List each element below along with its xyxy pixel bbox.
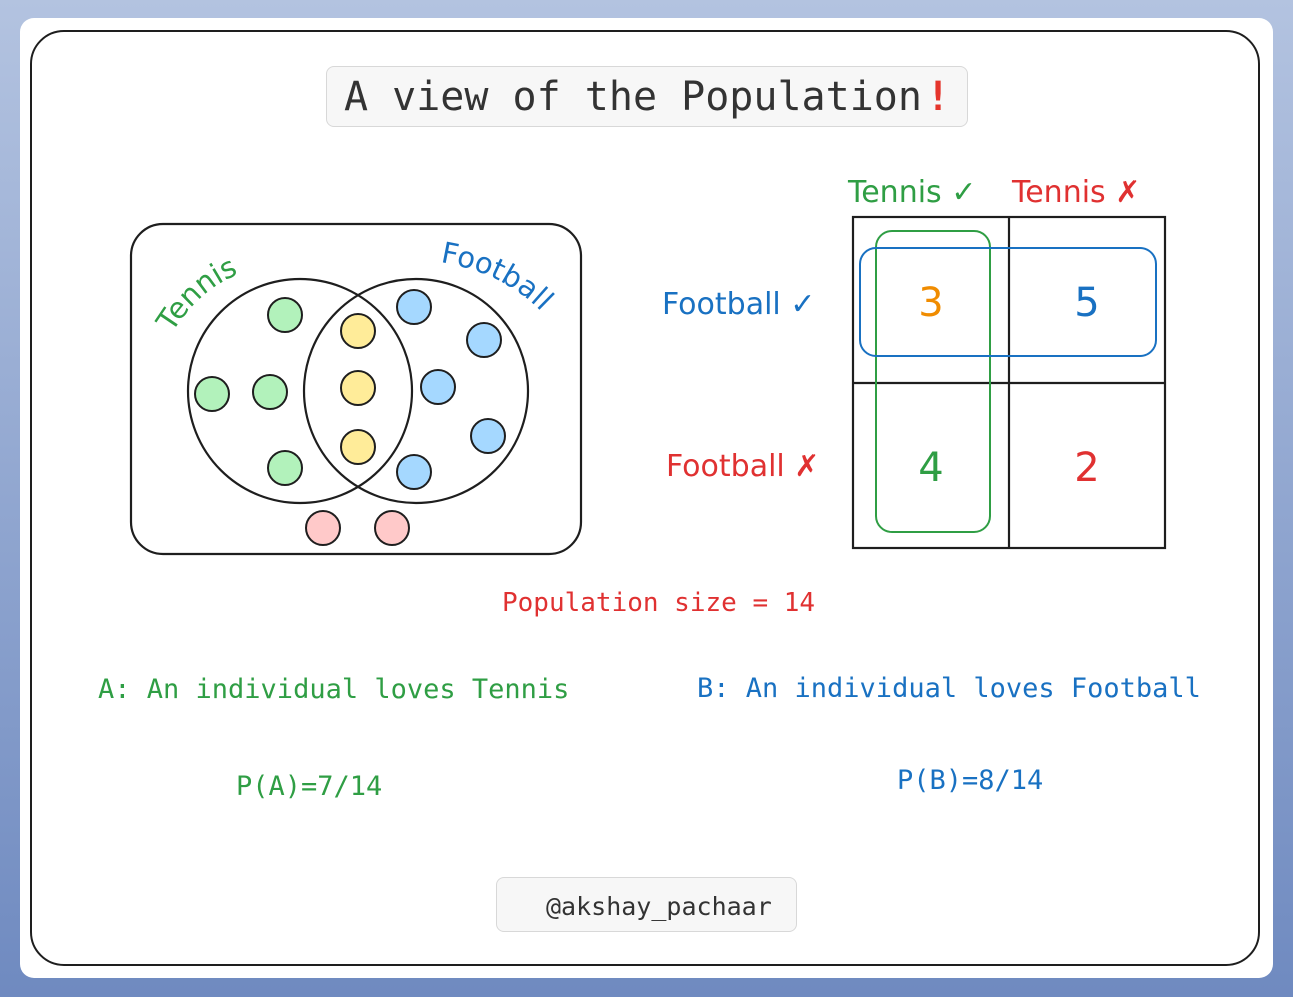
neither-dot <box>374 510 410 546</box>
football-dot <box>466 322 502 358</box>
venn-circle-football <box>302 277 530 505</box>
cell-notennis-football: 5 <box>1074 280 1099 326</box>
venn-label-football: Football <box>439 235 560 316</box>
tennis-dot <box>267 297 303 333</box>
author-credit-box <box>496 877 797 932</box>
cell-notennis-nofootball: 2 <box>1074 445 1099 491</box>
page-title: A view of the Population <box>343 73 922 120</box>
col-header-tennis-no: Tennis ✗ <box>1011 175 1140 210</box>
football-dot <box>396 454 432 490</box>
probability-b: P(B)=8/14 <box>897 765 1044 796</box>
cell-tennis-football: 3 <box>918 280 943 326</box>
football-row-highlight <box>859 247 1157 357</box>
row-header-football-yes: Football ✓ <box>662 287 815 322</box>
col-header-tennis-yes: Tennis ✓ <box>847 175 976 210</box>
tennis-only-dots <box>194 297 303 486</box>
venn-circle-tennis <box>186 277 414 505</box>
event-a-description: A: An individual loves Tennis <box>98 674 570 705</box>
event-b-description: B: An individual loves Football <box>697 673 1201 704</box>
venn-universe-box <box>129 222 583 556</box>
tennis-column-highlight <box>875 230 991 533</box>
exclamation-mark: ! <box>925 73 951 120</box>
both-dot <box>340 370 376 406</box>
both-dot <box>340 313 376 349</box>
tennis-dot <box>267 450 303 486</box>
neither-dot <box>305 510 341 546</box>
both-dot <box>340 429 376 465</box>
contingency-table-grid <box>851 215 1167 550</box>
neither-dots <box>305 510 410 546</box>
probability-a: P(A)=7/14 <box>236 771 383 802</box>
card-background <box>20 18 1273 978</box>
football-dot <box>420 369 456 405</box>
tennis-dot <box>194 376 230 412</box>
cell-tennis-nofootball: 4 <box>918 445 943 491</box>
title-box: A view of the Population! <box>326 66 968 127</box>
venn-label-tennis: Tennis <box>149 249 242 337</box>
both-dots <box>340 313 376 465</box>
row-header-football-no: Football ✗ <box>666 449 819 484</box>
football-dot <box>470 418 506 454</box>
tennis-dot <box>252 374 288 410</box>
population-size-text: Population size = 14 <box>502 588 816 618</box>
football-dot <box>396 289 432 325</box>
football-only-dots <box>396 289 506 490</box>
diagram-frame <box>30 30 1260 966</box>
author-handle[interactable]: @akshay_pachaar <box>546 892 772 921</box>
